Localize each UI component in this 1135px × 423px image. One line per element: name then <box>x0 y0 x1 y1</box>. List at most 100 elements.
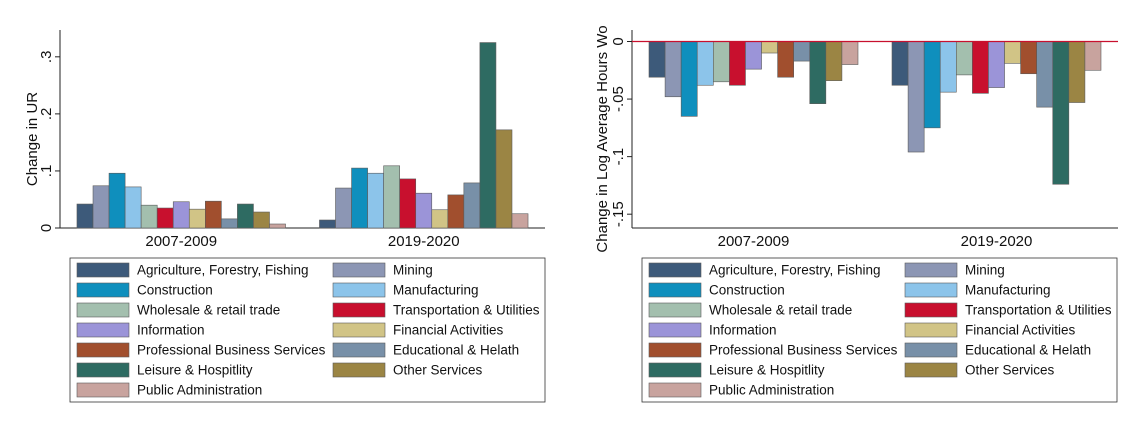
legend-swatch <box>332 302 386 318</box>
legend-swatch <box>648 262 702 278</box>
x-tick-label: 2007-2009 <box>145 233 217 250</box>
legend-label: Educational & Helath <box>965 343 1091 358</box>
legend-swatch <box>904 362 958 378</box>
bar <box>221 218 238 229</box>
legend-label: Leisure & Hospitlity <box>137 363 253 378</box>
bar <box>680 41 698 117</box>
bar <box>1084 41 1102 71</box>
legend-label: Information <box>709 323 777 338</box>
y-tick-label: -.05 <box>610 86 627 112</box>
y-axis-title: Change in UR <box>24 92 41 186</box>
bar <box>696 41 714 86</box>
legend-label: Agriculture, Forestry, Fishing <box>137 263 309 278</box>
bar <box>367 172 384 229</box>
bar <box>415 192 433 229</box>
bar <box>463 182 481 229</box>
legend-label: Construction <box>137 283 213 298</box>
bar <box>447 194 465 229</box>
legend-label: Transportation & Utilities <box>965 303 1112 318</box>
legend-swatch <box>76 342 130 358</box>
bar <box>988 41 1005 88</box>
bar <box>253 211 270 229</box>
legend-swatch <box>76 362 130 378</box>
bar <box>479 42 497 229</box>
legend-swatch <box>76 302 130 318</box>
legend-swatch <box>332 362 386 378</box>
legend-box <box>69 257 546 403</box>
bar <box>383 165 400 229</box>
bar <box>648 41 666 78</box>
bar <box>237 203 254 229</box>
bar <box>205 200 222 229</box>
legend-swatch <box>76 322 130 338</box>
bar <box>1004 41 1021 64</box>
bar <box>172 201 190 229</box>
legend-swatch <box>332 282 386 298</box>
bar <box>793 41 811 62</box>
legend-label: Information <box>137 323 205 338</box>
bar <box>907 41 925 153</box>
y-tick-label: .2 <box>38 108 55 121</box>
legend-label: Public Administration <box>137 383 262 398</box>
y-tick-label: .1 <box>38 165 55 178</box>
legend-swatch <box>904 302 958 318</box>
bar <box>156 207 174 229</box>
legend-label: Financial Activities <box>965 323 1076 338</box>
legend-box <box>641 257 1118 403</box>
bar <box>1052 41 1070 185</box>
bar <box>140 204 158 229</box>
y-tick-label: .3 <box>38 51 55 64</box>
legend-label: Wholesale & retail trade <box>709 303 852 318</box>
bar <box>664 41 682 98</box>
legend-label: Other Services <box>393 363 483 378</box>
legend-label: Public Administration <box>709 383 834 398</box>
bar <box>92 185 110 229</box>
bar <box>188 208 206 229</box>
bar <box>956 41 973 76</box>
bar <box>76 203 94 229</box>
legend-label: Other Services <box>965 363 1055 378</box>
legend-swatch <box>648 362 702 378</box>
legend-label: Leisure & Hospitlity <box>709 363 825 378</box>
bar <box>1068 41 1086 103</box>
legend-swatch <box>648 382 702 398</box>
bar <box>399 178 417 229</box>
y-tick-label: -.15 <box>610 201 627 227</box>
legend-swatch <box>648 342 702 358</box>
bar <box>729 41 746 86</box>
bar <box>745 41 762 70</box>
legend-label: Agriculture, Forestry, Fishing <box>709 263 881 278</box>
bar <box>841 41 859 65</box>
bar <box>335 187 352 229</box>
x-tick-label: 2019-2020 <box>961 233 1033 250</box>
bar <box>1020 41 1037 75</box>
bar <box>319 219 336 229</box>
legend-swatch <box>904 322 958 338</box>
bar <box>825 41 843 81</box>
y-tick-label: -.1 <box>610 148 627 166</box>
y-axis-title: Change in Log Average Hours Wo <box>594 25 611 252</box>
legend-label: Professional Business Services <box>709 343 898 358</box>
legend-swatch <box>904 282 958 298</box>
x-tick-label: 2007-2009 <box>718 233 790 250</box>
legend-label: Construction <box>709 283 785 298</box>
legend-label: Manufacturing <box>393 283 479 298</box>
bar <box>713 41 730 83</box>
bar <box>495 129 513 229</box>
bar <box>777 41 794 78</box>
bar <box>939 41 957 93</box>
legend-label: Financial Activities <box>393 323 504 338</box>
legend-label: Transportation & Utilities <box>393 303 540 318</box>
bar <box>923 41 941 129</box>
legend-label: Wholesale & retail trade <box>137 303 280 318</box>
y-tick-label: 0 <box>38 224 55 232</box>
legend-label: Mining <box>393 263 433 278</box>
y-tick-label: 0 <box>610 37 627 45</box>
bar <box>809 41 827 104</box>
legend-label: Educational & Helath <box>393 343 519 358</box>
legend-swatch <box>76 262 130 278</box>
legend-swatch <box>332 262 386 278</box>
legend-label: Professional Business Services <box>137 343 326 358</box>
legend-swatch <box>648 322 702 338</box>
